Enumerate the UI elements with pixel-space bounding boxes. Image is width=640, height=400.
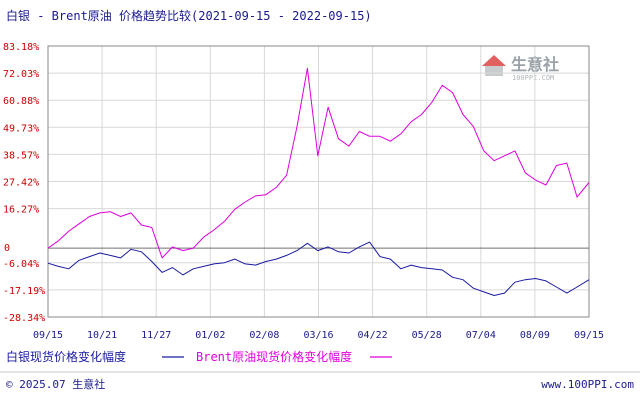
x-tick-label: 07/04: [466, 330, 496, 341]
brent-price-change-line: [47, 67, 590, 259]
x-tick-label: 01/02: [195, 330, 225, 341]
plot-frame: [47, 45, 590, 318]
y-tick-label: 38.57%: [3, 150, 39, 161]
y-tick-label: 16.27%: [3, 205, 39, 216]
x-tick-label: 03/16: [303, 330, 333, 341]
footer-copyright: © 2025.07 生意社: [6, 377, 105, 391]
y-tick-label: -17.19%: [3, 286, 45, 297]
series-lines: [47, 67, 590, 296]
legend-label-silver: 白银现货价格变化幅度: [6, 349, 126, 364]
y-tick-label: 83.18%: [3, 42, 39, 53]
y-tick-label: 72.03%: [3, 69, 39, 80]
x-tick-label: 02/08: [249, 330, 279, 341]
x-tick-label: 08/09: [520, 330, 550, 341]
x-tick-label: 09/15: [574, 330, 604, 341]
x-tick-label: 10/21: [87, 330, 117, 341]
watermark-url: 100PPI.COM: [512, 74, 554, 82]
silver-price-change-line: [47, 241, 590, 296]
y-tick-label: 49.73%: [3, 123, 39, 134]
y-tick-label: 27.42%: [3, 178, 39, 189]
watermark-logo: 生意社 100PPI.COM: [482, 55, 559, 82]
y-axis-ticks: 83.18% 72.03% 60.88% 49.73% 38.57% 27.42% 16.2…: [3, 42, 45, 324]
y-tick-label: -6.04%: [3, 259, 39, 270]
x-tick-label: 05/28: [412, 330, 442, 341]
x-tick-label: 11/27: [141, 330, 171, 341]
y-tick-label: -28.34%: [3, 313, 45, 324]
x-tick-label: 09/15: [33, 330, 63, 341]
y-tick-label: 60.88%: [3, 96, 39, 107]
chart-grid: [48, 45, 589, 318]
legend: 白银现货价格变化幅度 Brent原油现货价格变化幅度: [6, 349, 392, 364]
y-tick-label: 0: [4, 243, 10, 254]
x-tick-label: 04/22: [358, 330, 388, 341]
chart-title: 白银 - Brent原油 价格趋势比较(2021-09-15 - 2022-09…: [6, 8, 372, 23]
x-axis-ticks: 09/15 10/21 11/27 01/02 02/08 03/16 04/22 05/28…: [33, 330, 604, 341]
legend-label-brent: Brent原油现货价格变化幅度: [196, 349, 352, 364]
house-icon: [482, 55, 506, 76]
footer-site-link[interactable]: www.100PPI.com: [541, 378, 634, 391]
